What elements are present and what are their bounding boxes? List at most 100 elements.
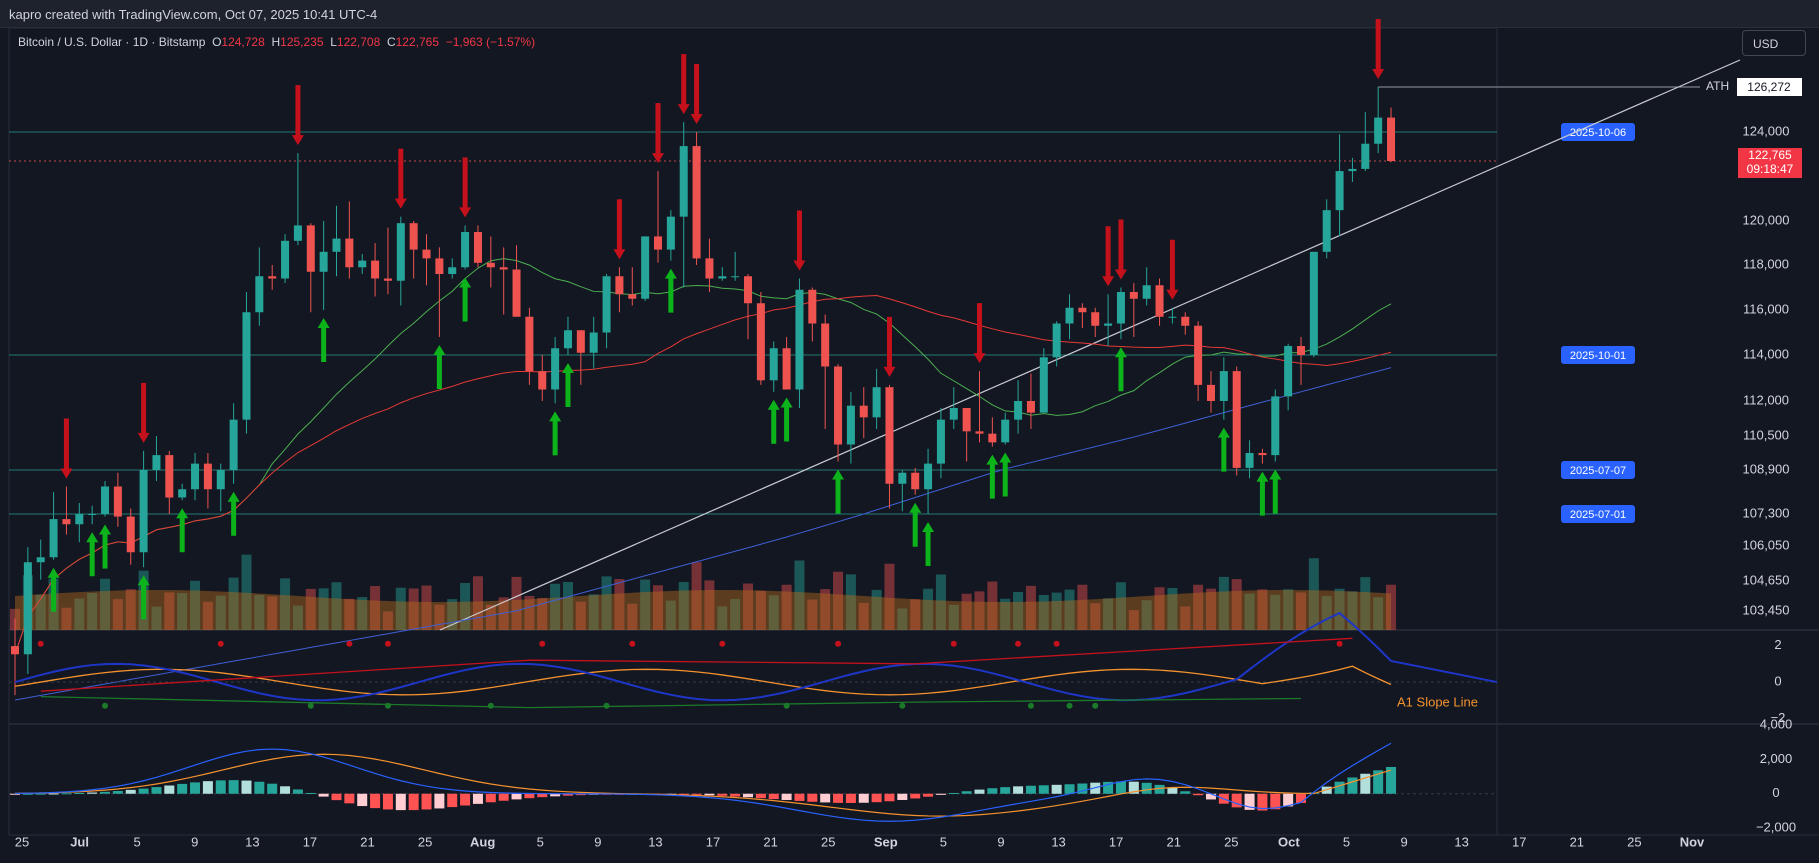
macd-histogram-bar xyxy=(100,791,111,794)
candle-body xyxy=(448,267,457,274)
macd-histogram-bar xyxy=(511,793,522,800)
level-tag-label: 2025-07-01 xyxy=(1570,509,1626,521)
volume-bar xyxy=(961,593,972,630)
sell-arrow-head xyxy=(1114,269,1127,280)
volume-bar xyxy=(1321,596,1332,630)
macd-line xyxy=(14,742,1392,822)
macd-histogram-bar xyxy=(138,788,149,794)
sell-arrow-head xyxy=(793,260,806,271)
candle-body xyxy=(203,463,212,490)
symbol-title: Bitcoin / U.S. Dollar · 1D · Bitstamp xyxy=(18,35,206,49)
time-tick-label: Aug xyxy=(470,834,495,849)
buy-arrow-shaft xyxy=(565,371,571,407)
macd-histogram-bar xyxy=(1115,781,1126,794)
volume-bar xyxy=(948,604,959,630)
macd-histogram-bar xyxy=(87,792,98,794)
time-tick-label: 17 xyxy=(1109,834,1123,849)
buy-arrow-head xyxy=(1114,347,1127,358)
buy-arrow-head xyxy=(317,318,330,328)
price-tick-label: 110,500 xyxy=(1743,427,1789,442)
macd-signal-line xyxy=(14,753,1392,817)
osc-sell-dot xyxy=(346,640,353,647)
volume-bar xyxy=(1244,593,1255,630)
volume-bar xyxy=(614,579,625,630)
macd-histogram-bar xyxy=(1064,784,1075,794)
osc-sell-dot xyxy=(629,640,636,647)
candle-body xyxy=(756,303,765,381)
volume-bar xyxy=(472,576,483,630)
candle-body xyxy=(1001,419,1010,443)
candle-body xyxy=(36,557,45,563)
candle-body xyxy=(371,260,380,279)
ath-price-box xyxy=(1737,78,1802,96)
candle-body xyxy=(1155,285,1164,317)
time-tick-label: 21 xyxy=(360,834,374,849)
macd-histogram-bar xyxy=(22,793,33,795)
candle-body xyxy=(1181,316,1190,326)
candle-body xyxy=(1258,453,1267,456)
time-tick-label: 25 xyxy=(15,834,29,849)
time-tick-label: 9 xyxy=(191,834,198,849)
candle-body xyxy=(692,146,701,259)
volume-bar xyxy=(1141,600,1152,630)
candle-body xyxy=(1361,143,1370,169)
current-price-label: 122,765 xyxy=(1748,148,1792,162)
price-tick-label: 104,650 xyxy=(1743,572,1790,587)
time-tick-label: 9 xyxy=(1400,834,1407,849)
macd-histogram-bar xyxy=(974,789,985,794)
macd-histogram-bar xyxy=(691,793,702,795)
macd-histogram-bar xyxy=(820,793,831,803)
currency-button[interactable]: USD xyxy=(1742,30,1806,56)
macd-histogram-bar xyxy=(151,787,162,794)
volume-bar xyxy=(1373,597,1384,630)
low-label: L xyxy=(330,35,337,49)
macd-tick-label: 2,000 xyxy=(1760,751,1793,766)
osc-buy-dot xyxy=(102,702,109,709)
candle-body xyxy=(88,514,97,515)
macd-histogram-bar xyxy=(1013,786,1024,794)
volume-bar xyxy=(395,587,406,630)
time-tick-label: 9 xyxy=(594,834,601,849)
sell-arrow-head xyxy=(137,432,150,443)
candle-body xyxy=(718,276,727,279)
time-tick-label: 25 xyxy=(821,834,835,849)
volume-bar xyxy=(331,582,342,630)
candle-body xyxy=(62,519,71,525)
osc-sell-dot xyxy=(1336,640,1343,647)
volume-bar xyxy=(61,607,72,630)
macd-histogram-bar xyxy=(460,793,471,806)
low-value: 122,708 xyxy=(336,35,381,49)
volume-bar xyxy=(125,589,136,630)
buy-arrow-shaft xyxy=(1221,435,1227,472)
candle-body xyxy=(628,294,637,299)
osc-sell-dot xyxy=(384,640,391,647)
macd-histogram-bar xyxy=(112,790,123,794)
macd-histogram-bar xyxy=(318,793,329,797)
candle-body xyxy=(666,216,675,250)
candle-body xyxy=(1284,346,1293,397)
candle-body xyxy=(602,276,611,333)
macd-histogram-bar xyxy=(1051,784,1062,794)
volume-bar xyxy=(35,594,46,630)
sell-arrow-shaft xyxy=(655,103,661,156)
macd-histogram-bar xyxy=(923,793,934,797)
sell-arrow-shaft xyxy=(1169,239,1175,292)
volume-bar xyxy=(820,589,831,630)
volume-bar xyxy=(151,606,162,630)
buy-arrow-shaft xyxy=(141,583,147,620)
volume-bar xyxy=(408,588,419,630)
candle-body xyxy=(461,232,470,268)
sell-arrow-shaft xyxy=(398,148,404,201)
candle-body xyxy=(306,225,315,272)
macd-histogram-bar xyxy=(884,793,895,802)
volume-bar xyxy=(897,608,908,630)
candle-body xyxy=(229,419,238,470)
volume-bar xyxy=(202,601,213,630)
buy-arrow-head xyxy=(767,399,780,410)
volume-bar xyxy=(100,578,111,630)
candle-body xyxy=(319,251,328,272)
volume-bar xyxy=(845,574,856,630)
time-tick-label: 25 xyxy=(1224,834,1238,849)
macd-histogram-bar xyxy=(447,793,458,808)
